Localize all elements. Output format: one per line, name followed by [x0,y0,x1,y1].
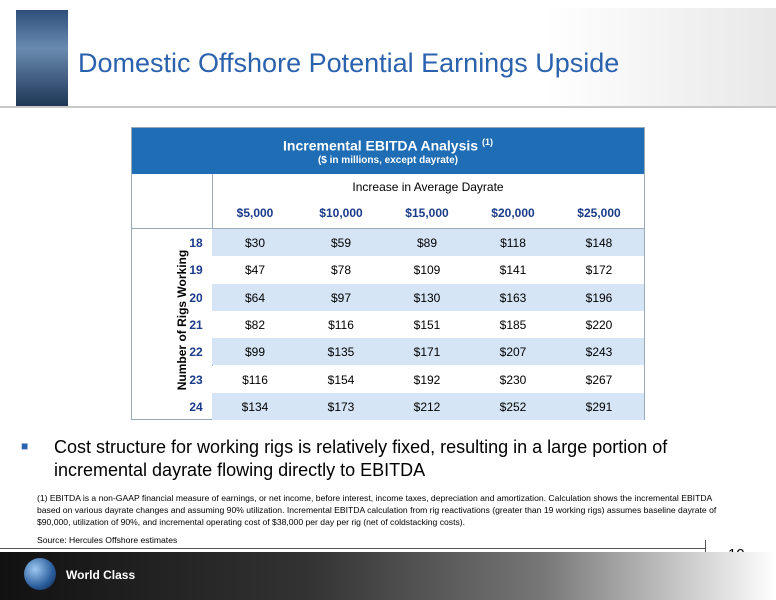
footnote: (1) EBITDA is a non-GAAP financial measu… [37,493,717,527]
table-title-band: Incremental EBITDA Analysis (1) ($ in mi… [132,128,644,174]
table-cell: $267 [585,372,613,387]
table-cell: $89 [416,236,438,250]
table-cell: $291 [585,399,613,414]
table-cell: $252 [499,399,527,414]
bullet: ■ Cost structure for working rigs is rel… [21,436,737,482]
table-cell: $212 [413,399,441,414]
table-cell: $134 [241,399,269,414]
column-header: $15,000 [405,206,449,220]
table-cell: $173 [327,399,355,414]
bullet-text: Cost structure for working rigs is relat… [54,437,668,480]
column-header: $10,000 [319,206,363,220]
rule-tick [705,540,706,554]
row-label: 24 [189,399,203,414]
table-title-note: (1) [481,137,493,147]
table-cell: $171 [413,345,441,360]
table-cell: $230 [499,372,527,387]
table-cell: $196 [585,290,613,305]
table-cell: $135 [327,345,355,360]
row-band [212,229,644,257]
globe-icon [24,558,56,590]
table-cell: $130 [413,290,441,305]
rule [0,548,706,549]
table-cell: $185 [499,317,527,332]
row-band [212,365,644,393]
header-image [16,10,68,106]
table-cell: $116 [328,317,354,332]
table-cell: $141 [499,263,527,278]
footer-bar [0,552,776,600]
row-band [212,338,644,366]
table-cell: $59 [330,236,352,250]
bullet-marker: ■ [21,439,29,453]
row-band [212,256,644,284]
divider [132,228,644,229]
table-cell: $163 [499,290,527,305]
column-group: Increase in Average Dayrate [352,180,504,194]
slide-title: Domestic Offshore Potential Earnings Ups… [78,48,620,78]
table-cell: $116 [242,372,268,387]
row-label: 20 [189,290,203,305]
row-label: 18 [189,236,203,250]
row-band [212,310,644,339]
table-cell: $64 [244,290,266,305]
row-label: 19 [189,263,203,278]
row-band [212,392,644,421]
row-label: 21 [189,317,203,332]
footer-text: World Class [66,568,136,582]
table-cell: $192 [413,372,441,387]
table-cell: $99 [244,345,266,360]
table-cell: $109 [413,263,441,278]
column-header: $25,000 [577,206,621,220]
row-label: 22 [189,345,203,360]
table-cell: $243 [585,345,613,360]
table-cell: $97 [330,290,352,305]
row-label: 23 [189,372,203,387]
row-band [212,283,644,311]
table-title: Incremental EBITDA Analysis [283,137,479,154]
table-cell: $148 [585,236,613,250]
source: Source: Hercules Offshore estimates [37,535,178,545]
table-cell: $30 [244,236,266,250]
table-cell: $154 [327,372,355,387]
table-cell: $47 [244,263,266,278]
table-cell: $207 [499,345,527,360]
table-cell: $151 [413,317,441,332]
column-header: $20,000 [491,206,535,220]
table-cell: $118 [500,236,526,250]
table-cell: $78 [330,263,352,278]
table-cell: $220 [585,317,613,332]
table-cell: $172 [585,263,613,278]
column-header: $5,000 [236,206,274,220]
header-band [0,8,776,108]
table-cell: $82 [244,317,266,332]
ebitda-table: Incremental EBITDA Analysis (1) ($ in mi… [131,127,645,421]
table-subtitle: ($ in millions, except dayrate) [317,154,459,166]
